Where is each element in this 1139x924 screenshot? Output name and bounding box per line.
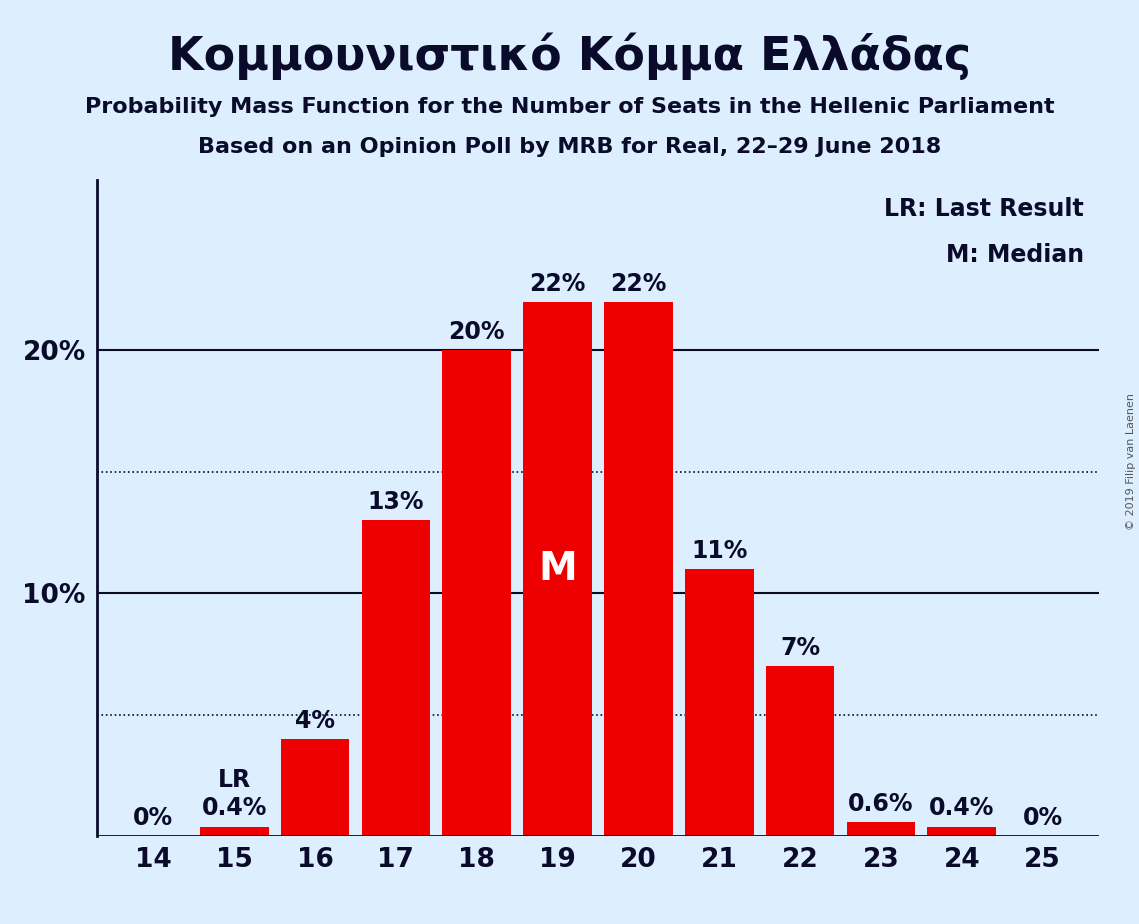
Text: 11%: 11% (691, 539, 747, 563)
Text: 0%: 0% (133, 806, 173, 830)
Bar (765, 666, 835, 836)
Text: 0.4%: 0.4% (202, 796, 267, 821)
Bar (927, 826, 997, 836)
Text: 0.6%: 0.6% (849, 792, 913, 816)
Text: Probability Mass Function for the Number of Seats in the Hellenic Parliament: Probability Mass Function for the Number… (84, 97, 1055, 117)
Text: M: M (539, 550, 577, 588)
Text: 22%: 22% (611, 272, 666, 296)
Text: LR: Last Result: LR: Last Result (884, 197, 1084, 221)
Text: 13%: 13% (368, 491, 424, 515)
Bar (280, 739, 350, 836)
Bar (361, 520, 431, 836)
Bar (846, 821, 916, 836)
Bar (523, 301, 592, 836)
Text: 0%: 0% (1023, 806, 1063, 830)
Bar (442, 350, 511, 836)
Text: LR: LR (218, 769, 251, 793)
Bar (604, 301, 673, 836)
Text: 20%: 20% (449, 321, 505, 345)
Text: © 2019 Filip van Laenen: © 2019 Filip van Laenen (1126, 394, 1136, 530)
Text: M: Median: M: Median (947, 242, 1084, 266)
Text: 7%: 7% (780, 636, 820, 660)
Text: Κομμουνιστικό Κόμμα Ελλάδας: Κομμουνιστικό Κόμμα Ελλάδας (167, 32, 972, 79)
Text: 22%: 22% (530, 272, 585, 296)
Text: 4%: 4% (295, 709, 335, 733)
Text: Based on an Opinion Poll by MRB for Real, 22–29 June 2018: Based on an Opinion Poll by MRB for Real… (198, 137, 941, 157)
Bar (199, 826, 269, 836)
Text: 0.4%: 0.4% (929, 796, 994, 821)
Bar (685, 569, 754, 836)
